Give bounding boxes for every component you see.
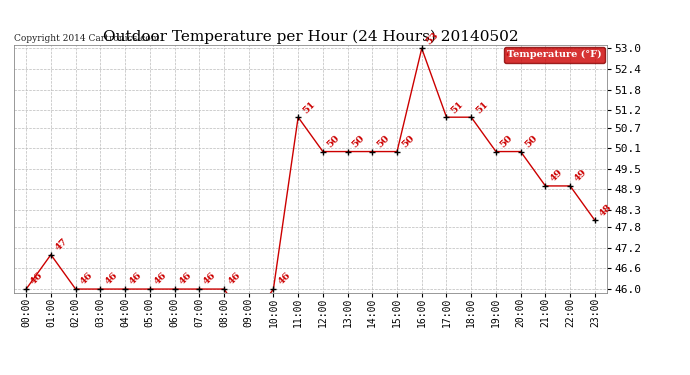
Text: 46: 46 — [276, 271, 292, 287]
Text: 48: 48 — [598, 202, 613, 218]
Text: 47: 47 — [54, 237, 70, 252]
Text: 46: 46 — [177, 271, 193, 287]
Text: 46: 46 — [29, 271, 45, 287]
Text: 51: 51 — [449, 99, 465, 115]
Text: 51: 51 — [474, 99, 490, 115]
Text: 50: 50 — [524, 134, 540, 149]
Text: 46: 46 — [227, 271, 243, 287]
Title: Outdoor Temperature per Hour (24 Hours) 20140502: Outdoor Temperature per Hour (24 Hours) … — [103, 30, 518, 44]
Text: 50: 50 — [375, 134, 391, 149]
Text: 50: 50 — [326, 134, 342, 149]
Text: 46: 46 — [202, 271, 218, 287]
Text: 50: 50 — [499, 134, 515, 149]
Text: 51: 51 — [301, 99, 317, 115]
Text: 46: 46 — [152, 271, 168, 287]
Text: 46: 46 — [128, 271, 144, 287]
Text: 50: 50 — [351, 134, 366, 149]
Text: Copyright 2014 Cartronics.com: Copyright 2014 Cartronics.com — [14, 33, 159, 42]
Text: 50: 50 — [400, 134, 416, 149]
Text: 49: 49 — [573, 168, 589, 184]
Text: 46: 46 — [103, 271, 119, 287]
Legend: Temperature (°F): Temperature (°F) — [504, 47, 605, 63]
Text: 49: 49 — [548, 168, 564, 184]
Text: 53: 53 — [424, 30, 440, 46]
Text: 46: 46 — [79, 271, 95, 287]
Text: 45: 45 — [0, 374, 1, 375]
